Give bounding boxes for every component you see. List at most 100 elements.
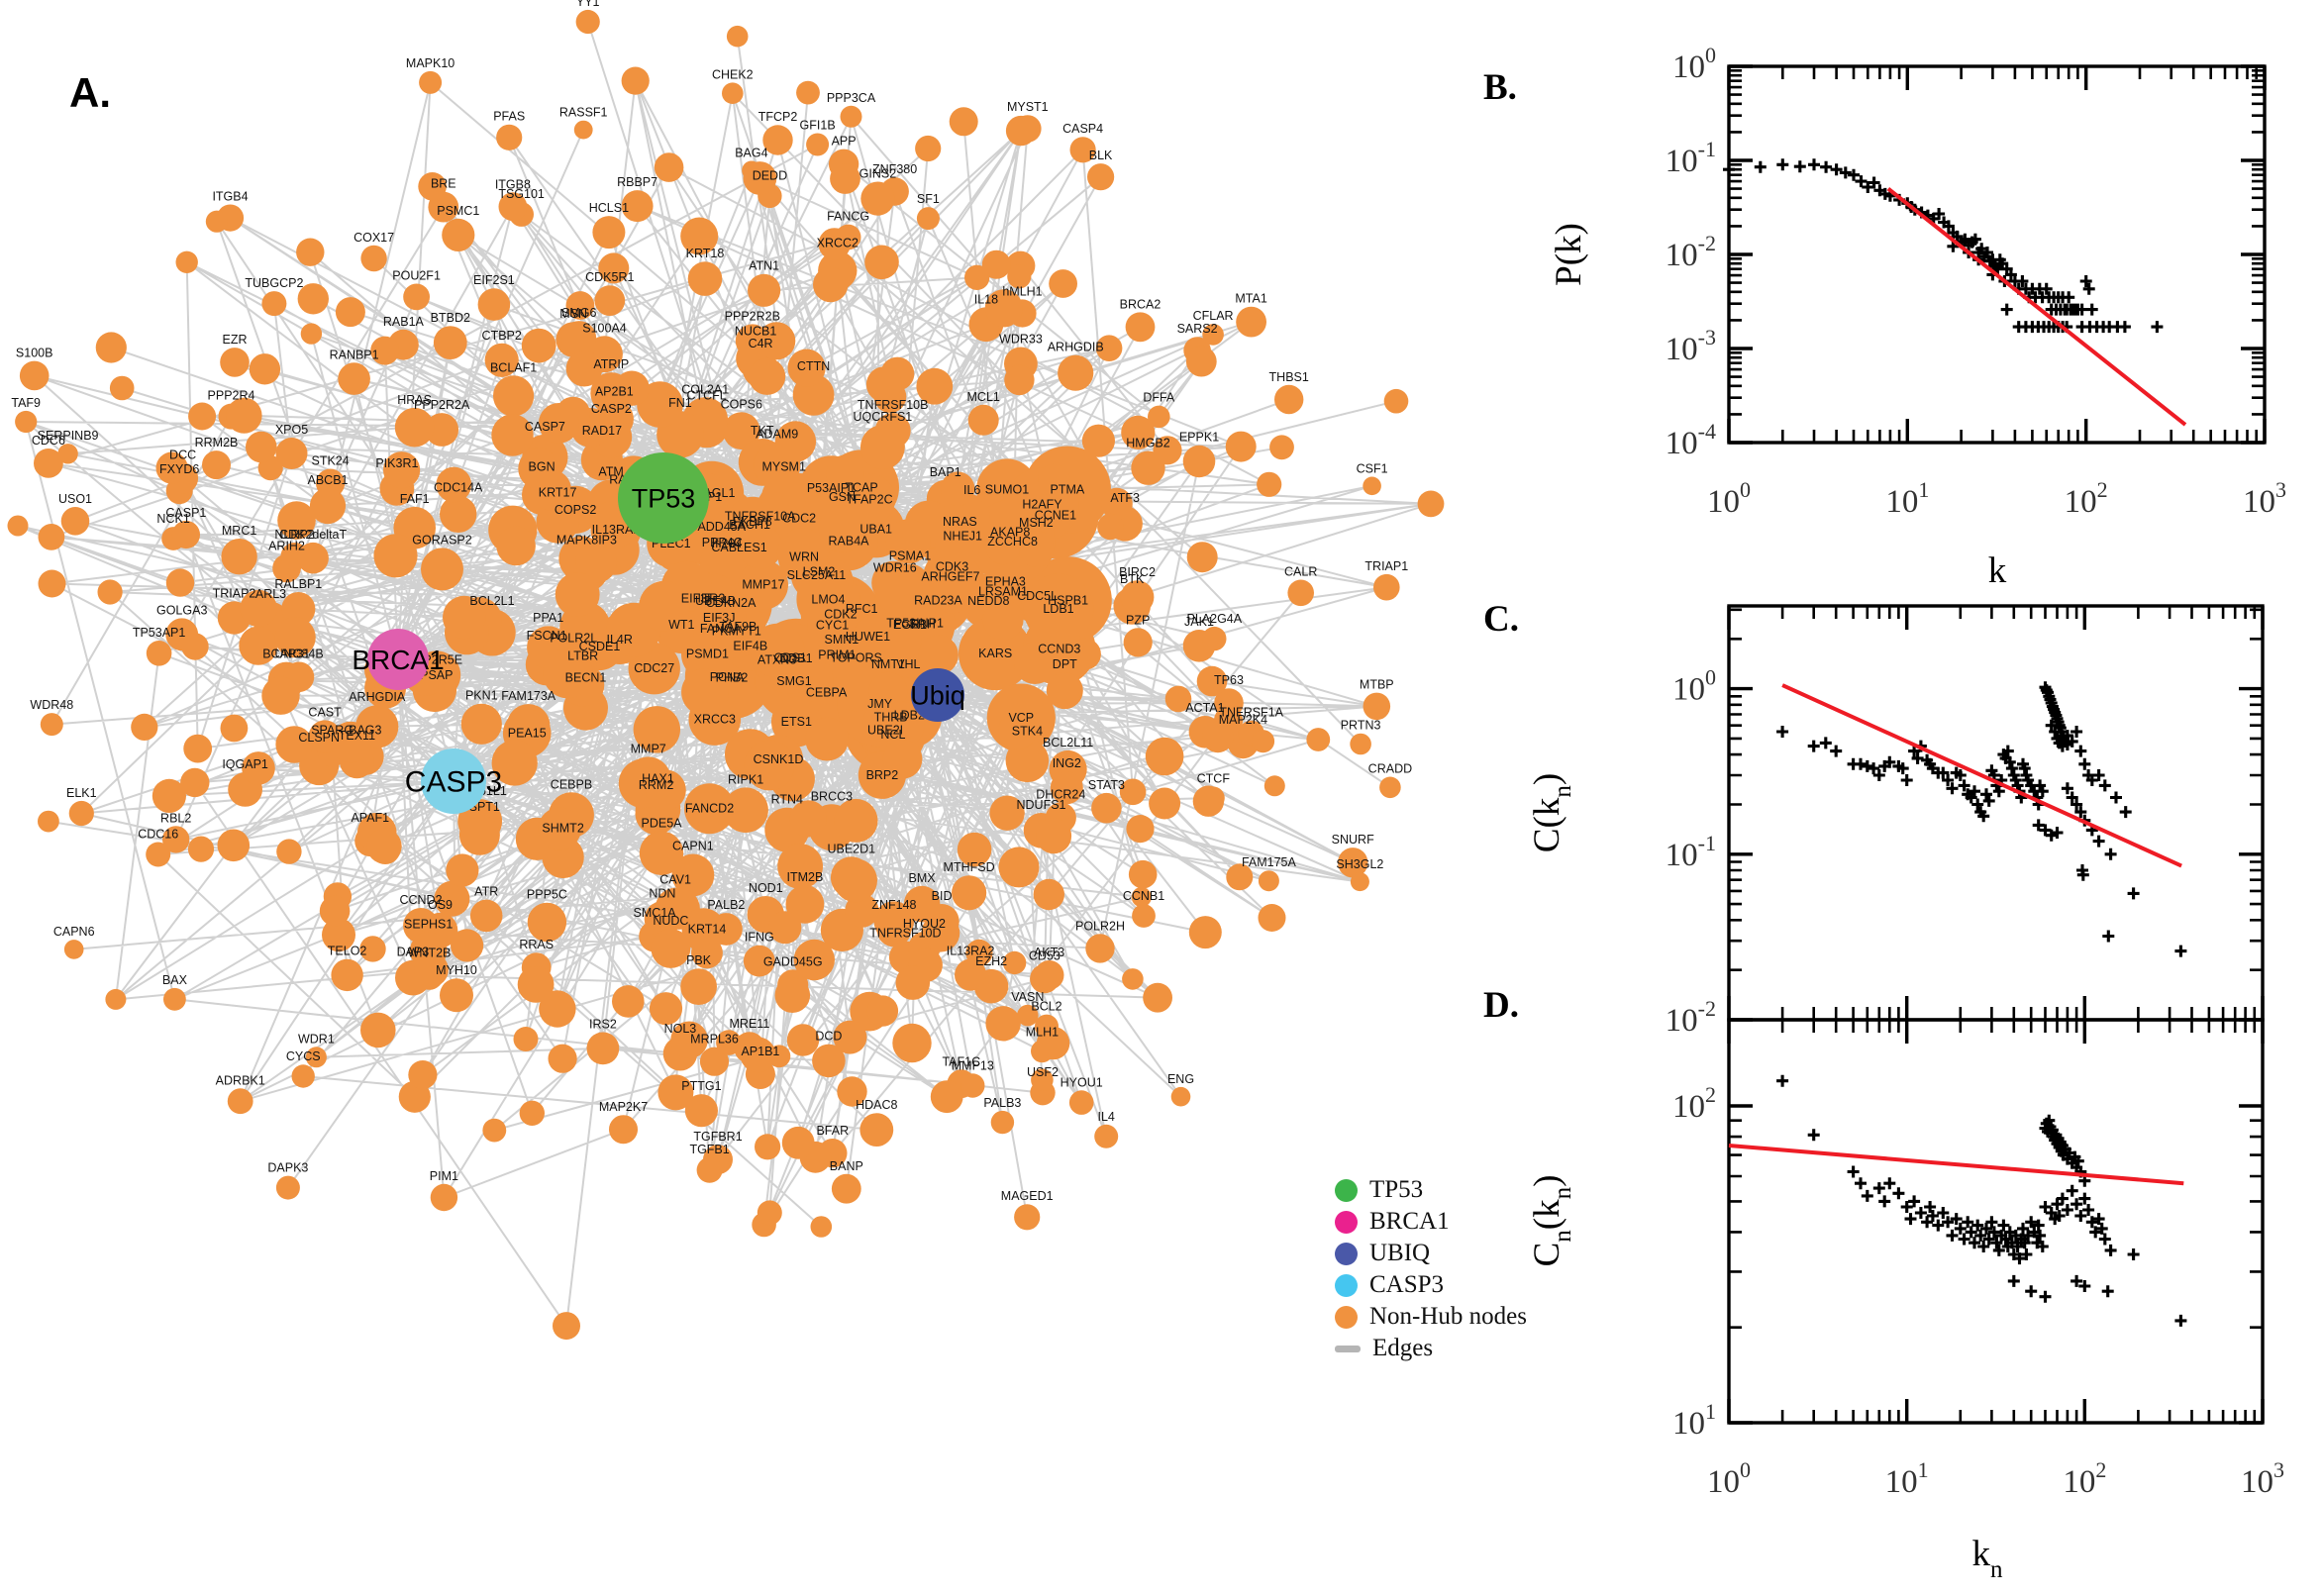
network-node — [220, 714, 249, 743]
network-node — [433, 326, 467, 359]
network-node — [1373, 573, 1400, 601]
node-label: RRAS — [519, 938, 554, 951]
node-label: FXYD6 — [159, 462, 199, 476]
node-label: POLR2H — [1075, 919, 1125, 933]
node-label: ITGB4 — [212, 190, 248, 204]
network-node — [915, 135, 942, 162]
network-node — [1007, 264, 1032, 289]
node-label: TNFRSF1A — [1219, 706, 1283, 720]
network-node — [1095, 335, 1123, 362]
node-label: FANCD2 — [685, 802, 734, 816]
network-node — [639, 831, 684, 875]
node-label: BECN1 — [565, 671, 607, 685]
network-node — [519, 1100, 545, 1127]
network-node — [859, 1113, 894, 1147]
node-label: CDC14A — [434, 481, 483, 495]
network-node — [830, 163, 860, 194]
network-node — [1287, 579, 1314, 607]
network-node — [1338, 848, 1368, 878]
node-label: BAP1 — [930, 465, 961, 479]
y-axis-label: Cn(kn) — [1527, 1175, 1576, 1267]
node-label: CASP7 — [525, 420, 565, 434]
node-label: PRTN3 — [1341, 719, 1381, 733]
node-label: UBE2I — [867, 724, 903, 738]
network-node — [496, 124, 523, 150]
network-node — [671, 853, 715, 897]
node-label: CDK3 — [936, 559, 968, 573]
network-node — [873, 901, 915, 942]
node-label: TKT — [751, 424, 774, 438]
network-node — [781, 1126, 815, 1159]
node-label: BCL2L11 — [1043, 736, 1093, 749]
node-label: EZH2 — [975, 954, 1007, 968]
node-label: MAP2K4 — [1219, 713, 1267, 727]
node-label: COX17 — [354, 231, 394, 245]
network-node — [60, 507, 90, 536]
network-node — [716, 1030, 742, 1055]
node-label: RIPK1 — [728, 772, 763, 786]
node-label: MMP17 — [742, 578, 784, 592]
network-node — [621, 66, 650, 95]
network-node — [575, 9, 600, 35]
node-label: TRIAP2 — [213, 586, 256, 600]
network-node — [818, 228, 851, 260]
node-label: SNURF — [1332, 833, 1374, 847]
node-label: PIK3R1 — [375, 456, 418, 470]
node-label: SMC1A — [634, 906, 677, 920]
node-label: PDE5A — [642, 817, 683, 831]
node-label: TCAP — [845, 480, 877, 494]
node-label: SEPHS1 — [404, 917, 453, 931]
network-node — [1097, 513, 1124, 541]
node-label: FKBP8 — [733, 515, 772, 529]
node-label: MSN — [559, 307, 587, 321]
node-label: CCNE1 — [1035, 509, 1076, 523]
network-node — [335, 297, 365, 328]
network-node — [621, 190, 654, 223]
network-node — [530, 469, 572, 511]
network-node — [594, 285, 626, 316]
network-node — [1196, 665, 1228, 697]
network-node — [990, 1110, 1015, 1135]
network-node — [496, 526, 536, 566]
node-label: ATF3 — [1110, 491, 1140, 505]
network-node — [812, 1044, 846, 1078]
network-node — [1122, 968, 1144, 990]
legend-label-edges: Edges — [1372, 1335, 1434, 1361]
node-label: TUBGCP2 — [245, 276, 303, 290]
network-node — [1094, 1124, 1119, 1148]
node-label: MLH1 — [1026, 1025, 1059, 1039]
node-label: CASP4 — [1062, 122, 1103, 136]
node-label: BID — [932, 889, 953, 903]
network-node — [1068, 1090, 1094, 1115]
node-label: RAB1A — [383, 315, 425, 329]
network-node — [787, 349, 826, 387]
node-label: KRT17 — [539, 485, 577, 499]
node-label: CDC16 — [138, 828, 178, 842]
node-label: IL18 — [974, 292, 998, 306]
network-node — [964, 264, 990, 290]
network-node — [305, 1047, 327, 1068]
network-node — [274, 617, 316, 658]
network-node — [955, 958, 987, 991]
network-node — [105, 988, 127, 1010]
node-label: ITGB8 — [495, 177, 531, 191]
plot-panel-b: 100 10-1 10-2 10-3 10-4 100 101 102 103 k P(k) B. — [1483, 43, 2286, 591]
network-node — [538, 807, 581, 850]
network-node — [300, 323, 323, 345]
y-tick-label: 100 — [1672, 665, 1716, 708]
network-node — [918, 635, 959, 675]
network-node — [1123, 628, 1153, 657]
node-label: TGFBR1 — [693, 1130, 742, 1144]
legend-item-tp53: TP53 — [1335, 1174, 1527, 1206]
node-label: BMX — [909, 871, 937, 885]
legend-label-brca1: BRCA1 — [1369, 1208, 1450, 1235]
network-node — [460, 703, 502, 745]
hub-node-casp3 — [421, 748, 486, 814]
network-node — [555, 572, 600, 617]
node-label: HAX1 — [642, 772, 674, 786]
x-tick-label: 100 — [1707, 1457, 1751, 1500]
network-node — [1034, 960, 1064, 990]
hub-label-casp3: CASP3 — [405, 766, 502, 799]
node-label: HMGB2 — [1126, 437, 1170, 450]
node-label: GORASP2 — [412, 533, 471, 547]
